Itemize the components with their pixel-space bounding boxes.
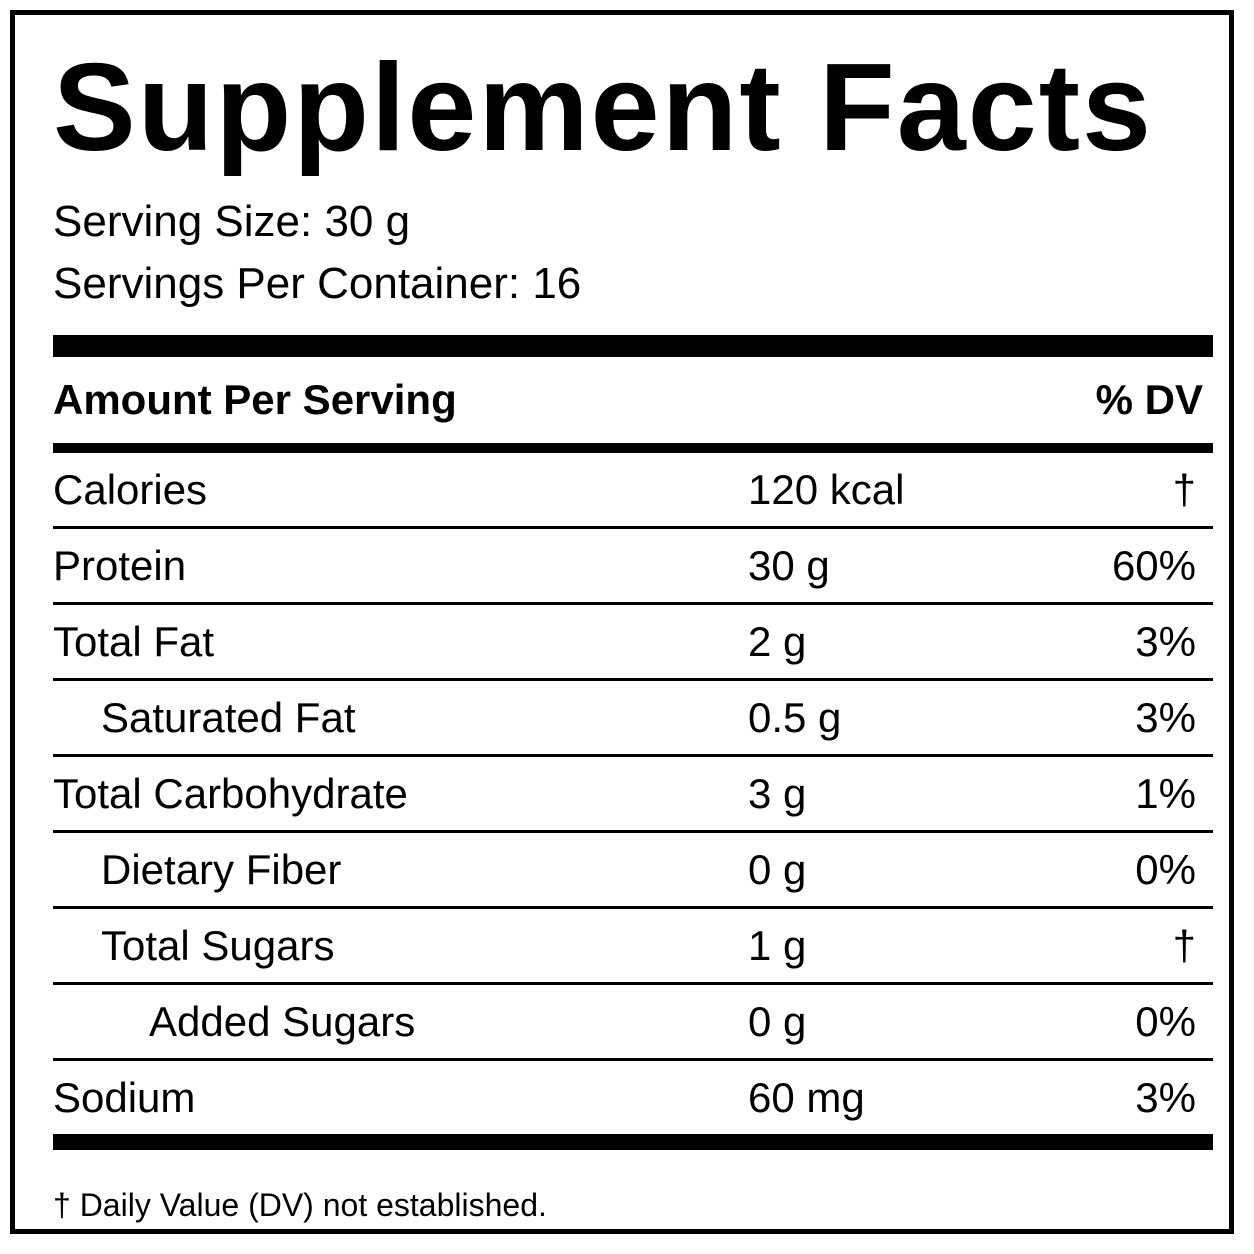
nutrient-name: Calories <box>53 465 208 513</box>
rule <box>53 335 1213 357</box>
amount: 2 g <box>748 617 807 665</box>
servings-per-container: Servings Per Container: 16 <box>53 259 582 308</box>
column-header: Amount Per Serving <box>53 376 457 423</box>
table-row: Total Fat 2 g 3% <box>53 605 1213 681</box>
amount: 0 g <box>748 845 807 893</box>
table-row: Total Sugars 1 g † <box>53 909 1213 985</box>
footnote: † Daily Value (DV) not established. <box>53 1187 547 1223</box>
daily-value: 3% <box>1135 1073 1196 1121</box>
table-row: Dietary Fiber 0 g 0% <box>53 833 1213 909</box>
amount: 0.5 g <box>748 693 842 741</box>
daily-value: † <box>1172 465 1196 513</box>
amount: 3 g <box>748 769 807 817</box>
table-row: Total Carbohydrate 3 g 1% <box>53 757 1213 833</box>
daily-value: † <box>1172 921 1196 969</box>
table-header: Amount Per Serving % DV <box>53 357 1213 443</box>
amount: 60 mg <box>748 1073 865 1121</box>
column-header: % DV <box>1095 376 1203 423</box>
daily-value: 3% <box>1135 693 1196 741</box>
amount: 120 kcal <box>748 465 905 513</box>
daily-value: 1% <box>1135 769 1196 817</box>
daily-value: 3% <box>1135 617 1196 665</box>
table-row: Saturated Fat 0.5 g 3% <box>53 681 1213 757</box>
amount: 30 g <box>748 541 830 589</box>
table-row: Sodium 60 mg 3% <box>53 1061 1213 1134</box>
daily-value: 0% <box>1135 845 1196 893</box>
content: Supplement Facts Serving Size: 30 g Serv… <box>53 15 1213 1150</box>
table-row: Calories 120 kcal † <box>53 453 1213 529</box>
nutrient-name: Total Carbohydrate <box>53 769 408 817</box>
nutrient-name: Total Fat <box>53 617 215 665</box>
table-row: Added Sugars 0 g 0% <box>53 985 1213 1061</box>
rule <box>53 1134 1213 1150</box>
daily-value: 0% <box>1135 997 1196 1045</box>
daily-value: 60% <box>1111 541 1196 589</box>
table: Calories 120 kcal † Protein 30 g 60% Total Fat… <box>53 453 1213 1134</box>
nutrient-name: Dietary Fiber <box>101 845 342 893</box>
amount: 0 g <box>748 997 807 1045</box>
title: Supplement Facts <box>53 39 1153 177</box>
nutrient-name: Total Sugars <box>101 921 335 969</box>
serving-size: Serving Size: 30 g <box>53 197 411 246</box>
nutrient-name: Added Sugars <box>149 997 416 1045</box>
nutrient-name: Sodium <box>53 1073 196 1121</box>
nutrient-name: Saturated Fat <box>101 693 356 741</box>
label-panel: Supplement Facts Serving Size: 30 g Serv… <box>10 10 1234 1234</box>
rule <box>53 443 1213 453</box>
nutrient-name: Protein <box>53 541 187 589</box>
amount: 1 g <box>748 921 807 969</box>
table-row: Protein 30 g 60% <box>53 529 1213 605</box>
